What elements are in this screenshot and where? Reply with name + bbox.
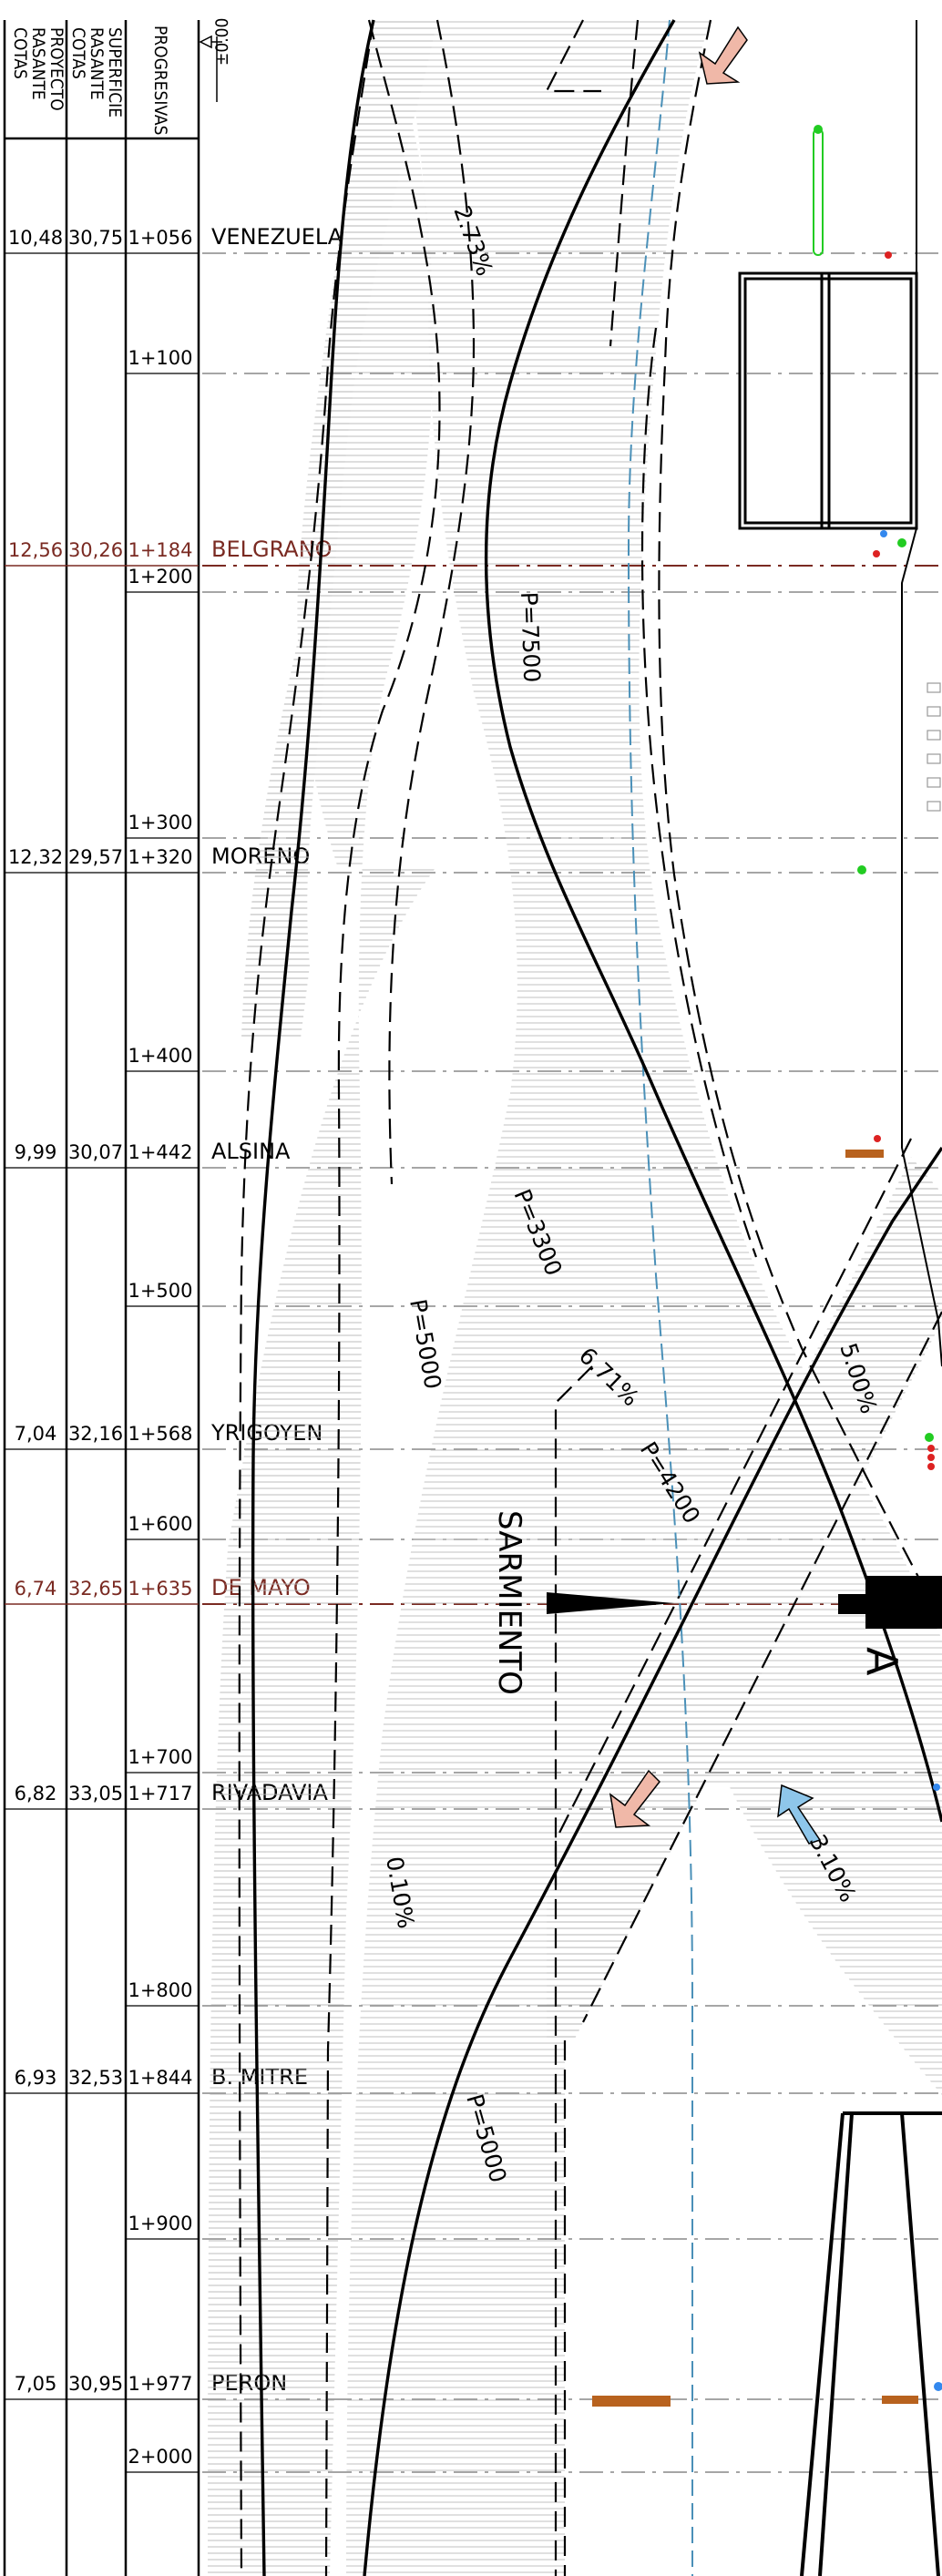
progresiva-label: 1+977 xyxy=(128,2373,192,2395)
cota-proyecto: 6,82 xyxy=(15,1783,57,1804)
station-row: 9,99 30,07 1+442 ALSINA xyxy=(5,1139,942,1169)
cota-superficie: 32,65 xyxy=(68,1578,123,1600)
radius-label-7500: P=7500 xyxy=(516,591,545,683)
cota-proyecto: 12,32 xyxy=(8,846,63,868)
cota-superficie: 30,95 xyxy=(68,2373,123,2395)
progresiva-label: 1+635 xyxy=(128,1578,192,1600)
datum-marker-icon xyxy=(199,35,222,102)
right-boundary xyxy=(901,20,942,1367)
cota-superficie: 30,75 xyxy=(68,227,123,249)
progresiva-label: 1+056 xyxy=(128,227,192,249)
progresiva-label: 1+800 xyxy=(128,1979,192,2001)
alignments xyxy=(251,19,942,2576)
arrow-down-left-icon xyxy=(698,26,748,85)
band-outlines xyxy=(238,19,942,2576)
progresiva-label: 1+184 xyxy=(128,539,192,561)
station-row: 1+900 xyxy=(126,2213,942,2240)
progresiva-label: 1+600 xyxy=(128,1513,192,1535)
progresiva-label: 1+300 xyxy=(128,812,192,833)
tunnel-band-left xyxy=(208,20,437,2576)
bottom-right-structure xyxy=(800,2111,942,2576)
header-col3: PROGRESIVAS xyxy=(150,26,170,135)
progresiva-label: 1+717 xyxy=(128,1783,192,1804)
progresiva-label: 2+000 xyxy=(128,2446,192,2468)
axis-line xyxy=(627,19,693,2576)
street-name: ALSINA xyxy=(211,1139,291,1164)
progresiva-label: 1+844 xyxy=(128,2067,192,2089)
plan-view: 2.73% P=7500 P=3300 P=5000 6.71% P=4200 … xyxy=(208,19,942,2576)
cota-proyecto: 7,05 xyxy=(15,2373,57,2395)
cota-proyecto: 7,04 xyxy=(15,1423,57,1445)
progresiva-label: 1+442 xyxy=(128,1141,192,1163)
green-capsule-marker xyxy=(813,128,824,256)
progresiva-label: 1+900 xyxy=(128,2213,192,2234)
progresiva-label: 1+200 xyxy=(128,566,192,588)
progresiva-label: 1+320 xyxy=(128,846,192,868)
building-block xyxy=(738,271,918,530)
cota-superficie: 29,57 xyxy=(68,846,123,868)
tunnel-band-main xyxy=(346,20,942,2576)
table-header: COTAS RASANTE PROYECTO COTAS RASANTE SUP… xyxy=(10,18,232,136)
tunnel-name-label: SARMIENTO xyxy=(491,1510,527,1695)
cota-proyecto: 12,56 xyxy=(8,539,63,561)
station-block-right xyxy=(838,1576,942,1629)
brown-bars xyxy=(592,1150,918,2407)
station-row: 2+000 xyxy=(126,2446,942,2473)
cota-proyecto: 9,99 xyxy=(15,1141,57,1163)
cota-proyecto: 6,74 xyxy=(15,1578,57,1600)
arrow-up-left-icon xyxy=(777,1784,822,1845)
point-markers xyxy=(814,125,942,2391)
table-frame xyxy=(3,20,200,2576)
cota-superficie: 33,05 xyxy=(68,1783,123,1804)
street-name: VENEZUELA xyxy=(211,224,343,250)
progresiva-label: 1+568 xyxy=(128,1423,192,1445)
header-col1: COTAS RASANTE PROYECTO xyxy=(10,27,67,111)
cota-superficie: 30,26 xyxy=(68,539,123,561)
letter-a-label: A xyxy=(857,1647,906,1676)
right-edge-ticks xyxy=(927,682,941,812)
tunnel-band-right xyxy=(547,1157,942,2040)
progresiva-label: 1+700 xyxy=(128,1746,192,1768)
progresiva-label: 1+100 xyxy=(128,347,192,369)
arrow-down-left-icon xyxy=(609,1769,660,1828)
cota-superficie: 32,53 xyxy=(68,2067,123,2089)
cota-superficie: 30,07 xyxy=(68,1141,123,1163)
radius-label-5000-upper: P=5000 xyxy=(404,1297,446,1391)
cota-superficie: 32,16 xyxy=(68,1423,123,1445)
tunnel-band-upper xyxy=(241,20,437,1038)
header-col2: COTAS RASANTE SUPERFICIE xyxy=(68,27,125,118)
cota-proyecto: 6,93 xyxy=(15,2067,57,2089)
cota-proyecto: 10,48 xyxy=(8,227,63,249)
progresiva-label: 1+500 xyxy=(128,1280,192,1302)
platform-wedge xyxy=(547,1592,674,1614)
progresiva-label: 1+400 xyxy=(128,1045,192,1067)
